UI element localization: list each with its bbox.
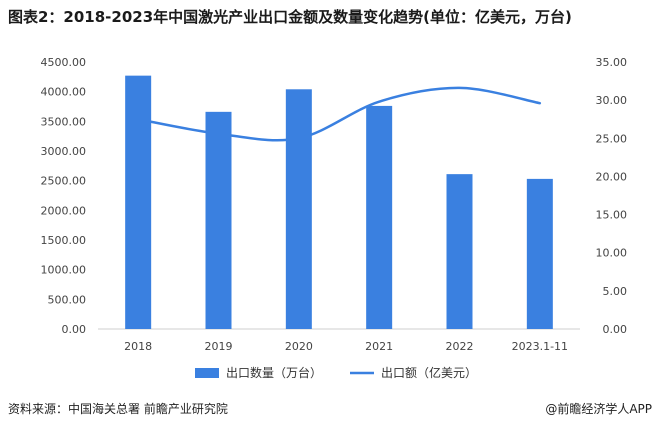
bar	[526, 178, 553, 329]
series-line	[136, 86, 542, 142]
left-tick-label: 3500.00	[41, 115, 87, 128]
line-series	[136, 86, 542, 142]
brand-credit: @前瞻经济学人APP	[545, 402, 652, 416]
left-tick-label: 0.00	[62, 323, 87, 336]
right-tick-label: 15.00	[596, 209, 628, 222]
left-tick-label: 4000.00	[41, 86, 87, 99]
x-tick-label: 2023.1-11	[512, 340, 568, 353]
right-tick-label: 20.00	[596, 170, 628, 183]
right-tick-label: 30.00	[596, 94, 628, 107]
bar	[125, 75, 152, 329]
legend-bar-swatch	[195, 368, 219, 378]
legend: 出口数量（万台） 出口额（亿美元）	[195, 365, 477, 380]
right-tick-label: 0.00	[603, 323, 628, 336]
x-tick-label: 2022	[446, 340, 474, 353]
chart-title: 图表2：2018-2023年中国激光产业出口金额及数量变化趋势(单位：亿美元，万…	[8, 8, 572, 26]
legend-line-label: 出口额（亿美元）	[381, 365, 477, 380]
right-tick-label: 25.00	[596, 132, 628, 145]
x-axis: 2018 2019 2020 2021 2022 2023.1-11	[124, 340, 568, 353]
x-tick-label: 2019	[205, 340, 233, 353]
left-tick-label: 4500.00	[41, 56, 87, 69]
x-tick-label: 2018	[124, 340, 152, 353]
left-axis: 0.00 500.00 1000.00 1500.00 2000.00 2500.00 30…	[41, 56, 87, 336]
right-axis: 0.00 5.00 10.00 15.00 20.00 25.00 30.00 35.00	[596, 56, 628, 336]
x-tick-label: 2020	[285, 340, 313, 353]
left-tick-label: 500.00	[48, 293, 87, 306]
left-tick-label: 1500.00	[41, 234, 87, 247]
left-tick-label: 3000.00	[41, 145, 87, 158]
bar	[446, 174, 473, 329]
bar	[285, 89, 312, 329]
source-note: 资料来源：中国海关总署 前瞻产业研究院	[8, 402, 228, 416]
left-tick-label: 2500.00	[41, 175, 87, 188]
right-tick-label: 5.00	[603, 285, 628, 298]
legend-bar-label: 出口数量（万台）	[226, 365, 322, 380]
right-tick-label: 10.00	[596, 247, 628, 260]
left-tick-label: 1000.00	[41, 264, 87, 277]
bar	[366, 105, 393, 329]
x-tick-label: 2021	[365, 340, 393, 353]
bar-series	[125, 75, 553, 329]
left-tick-label: 2000.00	[41, 204, 87, 217]
bar	[205, 111, 232, 329]
right-tick-label: 35.00	[596, 56, 628, 69]
